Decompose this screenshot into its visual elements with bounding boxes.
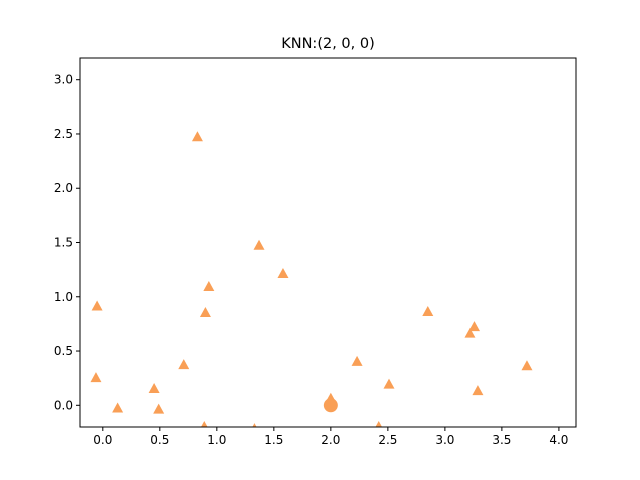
triangle-point bbox=[153, 403, 165, 414]
x-tick-label: 1.5 bbox=[264, 433, 283, 447]
triangle-point bbox=[422, 305, 434, 316]
plot-frame bbox=[79, 57, 577, 428]
triangle-point bbox=[112, 402, 124, 413]
triangle-point bbox=[383, 378, 395, 389]
x-tick-label: 0.5 bbox=[150, 433, 169, 447]
x-tick-label: 0.0 bbox=[93, 433, 112, 447]
y-tick-label: 0.5 bbox=[54, 344, 73, 358]
triangle-point bbox=[203, 280, 215, 291]
triangle-point bbox=[464, 327, 476, 338]
triangle-point bbox=[472, 385, 484, 396]
y-tick-label: 1.0 bbox=[54, 290, 73, 304]
x-tick-label: 2.5 bbox=[378, 433, 397, 447]
triangle-point bbox=[351, 355, 363, 366]
triangle-point bbox=[90, 372, 102, 383]
chart-title: KNN:(2, 0, 0) bbox=[281, 36, 375, 52]
triangle-point bbox=[375, 421, 383, 427]
x-tick-label: 2.0 bbox=[321, 433, 340, 447]
triangle-point bbox=[91, 300, 103, 311]
x-axis: 0.0 0.5 1.0 1.5 2.0 2.5 3.0 3.5 4.0 bbox=[93, 427, 568, 447]
triangle-point bbox=[200, 421, 208, 427]
circle-point bbox=[323, 398, 338, 413]
triangle-point bbox=[191, 131, 203, 142]
x-tick-label: 3.0 bbox=[435, 433, 454, 447]
x-tick-label: 3.5 bbox=[492, 433, 511, 447]
y-tick-label: 2.5 bbox=[54, 127, 73, 141]
y-tick-label: 1.5 bbox=[54, 236, 73, 250]
triangle-point bbox=[178, 359, 190, 370]
triangle-point bbox=[253, 239, 265, 250]
triangle-point bbox=[199, 307, 211, 318]
x-tick-label: 4.0 bbox=[549, 433, 568, 447]
triangle-point bbox=[469, 321, 481, 332]
triangle-point bbox=[521, 360, 533, 371]
y-tick-label: 3.0 bbox=[54, 73, 73, 87]
y-tick-label: 0.0 bbox=[54, 398, 73, 412]
triangle-point bbox=[148, 383, 160, 394]
data-marks bbox=[90, 131, 533, 427]
y-axis: 0.0 0.5 1.0 1.5 2.0 2.5 3.0 bbox=[54, 73, 80, 412]
triangle-point bbox=[277, 267, 289, 278]
triangle-point bbox=[252, 423, 257, 427]
x-tick-label: 1.0 bbox=[207, 433, 226, 447]
y-tick-label: 2.0 bbox=[54, 181, 73, 195]
